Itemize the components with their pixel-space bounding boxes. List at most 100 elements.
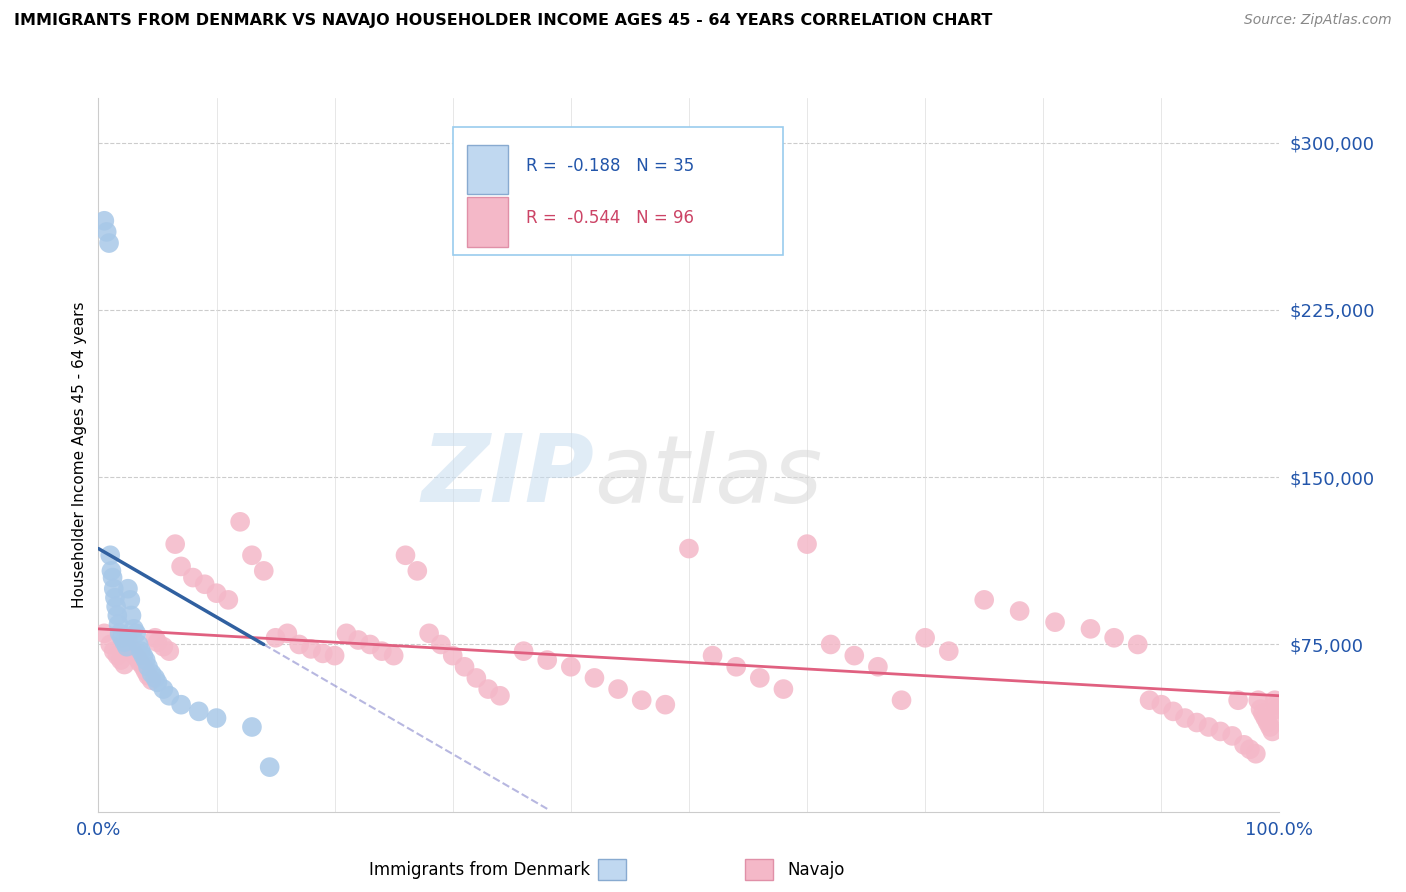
Point	[194, 577, 217, 591]
Point	[240, 720, 263, 734]
Point	[489, 689, 512, 703]
Point	[1267, 706, 1289, 721]
Point	[143, 671, 166, 685]
Point	[1102, 631, 1125, 645]
Point	[1139, 693, 1161, 707]
Point	[796, 537, 818, 551]
Point	[406, 564, 429, 578]
Point	[96, 225, 118, 239]
Point	[146, 635, 169, 649]
Point	[152, 681, 174, 696]
Point	[1185, 715, 1208, 730]
Point	[844, 648, 866, 663]
Point	[1264, 693, 1286, 707]
Point	[103, 582, 125, 596]
Point	[125, 626, 148, 640]
Point	[1150, 698, 1173, 712]
Point	[98, 235, 121, 250]
Point	[276, 626, 298, 640]
Point	[112, 635, 135, 649]
Text: ZIP: ZIP	[422, 430, 595, 523]
Point	[1257, 715, 1279, 730]
Point	[441, 648, 464, 663]
Point	[938, 644, 960, 658]
Text: Immigrants from Denmark: Immigrants from Denmark	[370, 861, 591, 879]
Point	[93, 626, 115, 640]
Point	[1265, 702, 1288, 716]
Point	[157, 689, 180, 703]
Point	[820, 637, 842, 651]
Point	[1043, 615, 1066, 630]
Point	[205, 711, 228, 725]
Point	[132, 660, 155, 674]
Point	[115, 640, 138, 654]
Point	[1174, 711, 1197, 725]
Point	[512, 644, 534, 658]
FancyBboxPatch shape	[453, 127, 783, 255]
FancyBboxPatch shape	[467, 145, 508, 194]
Point	[98, 637, 121, 651]
Point	[181, 571, 204, 585]
Point	[136, 669, 159, 683]
Point	[335, 626, 357, 640]
Point	[104, 591, 127, 605]
Point	[107, 617, 129, 632]
Point	[453, 660, 475, 674]
Point	[1227, 693, 1250, 707]
Point	[135, 653, 157, 667]
Point	[288, 637, 311, 651]
Point	[1250, 702, 1272, 716]
Point	[117, 631, 139, 645]
Point	[127, 651, 149, 665]
Point	[973, 592, 995, 607]
Point	[725, 660, 748, 674]
Text: Source: ZipAtlas.com: Source: ZipAtlas.com	[1244, 13, 1392, 28]
Point	[141, 673, 163, 687]
Point	[217, 592, 239, 607]
Point	[152, 640, 174, 654]
Point	[1239, 742, 1261, 756]
Point	[105, 608, 128, 623]
Point	[1126, 637, 1149, 651]
Point	[890, 693, 912, 707]
Point	[141, 666, 163, 681]
Point	[117, 582, 139, 596]
Point	[1209, 724, 1232, 739]
Point	[264, 631, 287, 645]
Point	[253, 564, 276, 578]
Point	[108, 626, 131, 640]
Point	[100, 564, 122, 578]
Point	[98, 548, 121, 563]
Point	[135, 664, 157, 678]
Point	[382, 648, 405, 663]
Text: IMMIGRANTS FROM DENMARK VS NAVAJO HOUSEHOLDER INCOME AGES 45 - 64 YEARS CORRELAT: IMMIGRANTS FROM DENMARK VS NAVAJO HOUSEH…	[14, 13, 993, 29]
Text: R =  -0.188   N = 35: R = -0.188 N = 35	[526, 157, 695, 175]
Point	[312, 646, 335, 660]
Point	[1264, 698, 1286, 712]
Point	[1080, 622, 1102, 636]
Point	[1261, 724, 1284, 739]
Point	[128, 655, 150, 669]
Point	[1244, 747, 1267, 761]
Point	[630, 693, 652, 707]
Point	[866, 660, 889, 674]
Point	[299, 642, 322, 657]
Point	[1254, 711, 1277, 725]
Point	[323, 648, 346, 663]
Point	[136, 660, 159, 674]
Point	[1233, 738, 1256, 752]
Point	[1247, 693, 1270, 707]
Point	[1198, 720, 1220, 734]
Y-axis label: Householder Income Ages 45 - 64 years: Householder Income Ages 45 - 64 years	[72, 301, 87, 608]
FancyBboxPatch shape	[467, 196, 508, 246]
Point	[132, 648, 155, 663]
Point	[240, 548, 263, 563]
Point	[103, 644, 125, 658]
Text: Navajo: Navajo	[787, 861, 845, 879]
Point	[122, 622, 145, 636]
Point	[359, 637, 381, 651]
Point	[105, 599, 128, 614]
Point	[1258, 720, 1281, 734]
Point	[229, 515, 252, 529]
Point	[536, 653, 558, 667]
